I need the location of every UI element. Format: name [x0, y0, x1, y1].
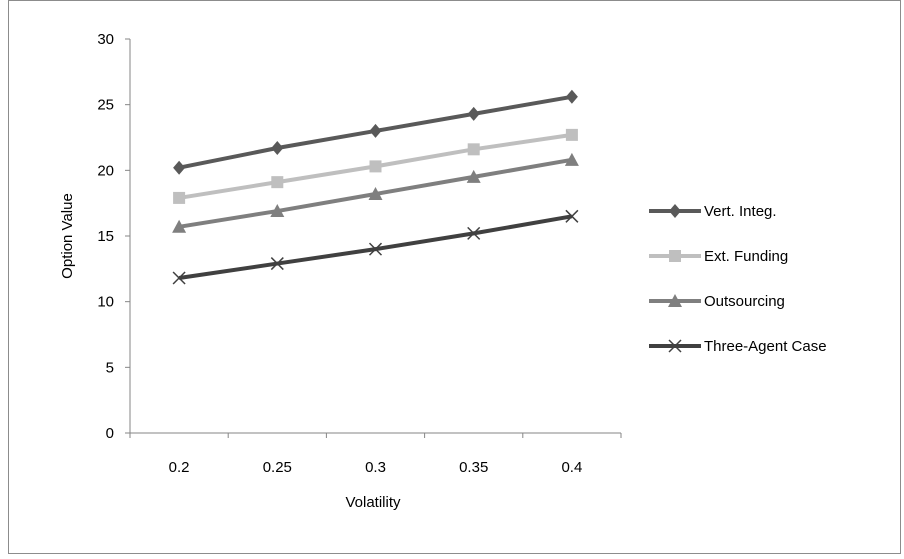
- legend-marker: [669, 250, 681, 262]
- data-point: [565, 128, 578, 141]
- data-point: [564, 152, 579, 166]
- data-point: [368, 242, 383, 256]
- series-three-agent-case: [172, 209, 579, 285]
- data-point: [369, 160, 382, 173]
- data-point: [565, 209, 579, 223]
- x-tick-label: 0.3: [365, 459, 386, 476]
- data-point: [270, 204, 285, 218]
- x-tick-label: 0.35: [459, 459, 488, 476]
- legend-marker: [668, 339, 682, 353]
- legend-label: Vert. Integ.: [704, 203, 777, 220]
- data-point: [172, 219, 187, 233]
- series-ext-funding: [173, 128, 578, 204]
- data-point: [173, 191, 186, 204]
- y-tick-label: 25: [97, 97, 114, 114]
- data-point: [467, 143, 480, 156]
- legend-item: Ext. Funding: [649, 248, 788, 265]
- legend-label: Ext. Funding: [704, 248, 788, 265]
- x-tick-label: 0.25: [263, 459, 292, 476]
- x-tick-label: 0.4: [561, 459, 582, 476]
- y-axis-ticks: 0 5 10 15 20 25 30: [97, 31, 130, 442]
- series-line: [178, 214, 573, 281]
- y-axis-title: Option Value: [59, 193, 76, 279]
- line-chart: 0 5 10 15 20 25 30 0.2 0.25 0.3 0.35 0.4 Vert. Int…: [59, 31, 827, 511]
- data-point: [466, 169, 481, 183]
- legend-item: Three-Agent Case: [649, 338, 827, 355]
- data-point: [270, 257, 284, 271]
- y-tick-label: 15: [97, 228, 114, 245]
- data-point: [467, 226, 481, 240]
- data-point: [565, 89, 578, 104]
- x-axis-title: Volatility: [345, 494, 401, 511]
- data-point: [368, 186, 383, 200]
- data-point: [369, 123, 382, 138]
- legend-item: Vert. Integ.: [649, 203, 777, 220]
- legend-label: Outsourcing: [704, 293, 785, 310]
- y-tick-label: 0: [106, 425, 114, 442]
- chart-frame: 0 5 10 15 20 25 30 0.2 0.25 0.3 0.35 0.4 Vert. Int…: [8, 0, 901, 554]
- data-point: [467, 106, 480, 121]
- legend-marker: [669, 204, 681, 218]
- series-outsourcing: [172, 152, 579, 233]
- data-point: [172, 271, 186, 285]
- legend-item: Outsourcing: [649, 293, 785, 310]
- legend-marker: [668, 294, 682, 307]
- y-tick-label: 20: [97, 162, 114, 179]
- y-tick-label: 5: [106, 359, 114, 376]
- legend: Vert. Integ. Ext. Funding Outsourcing Three…: [649, 203, 827, 355]
- y-tick-label: 10: [97, 294, 114, 311]
- x-tick-label: 0.2: [169, 459, 190, 476]
- y-tick-label: 30: [97, 31, 114, 48]
- series-vert-integ: [173, 89, 578, 175]
- data-point: [271, 141, 284, 156]
- data-point: [271, 176, 284, 189]
- axes: [129, 39, 621, 434]
- legend-label: Three-Agent Case: [704, 338, 827, 355]
- series-layer: [172, 89, 579, 285]
- x-axis-ticks: 0.2 0.25 0.3 0.35 0.4: [129, 433, 622, 476]
- data-point: [173, 160, 186, 175]
